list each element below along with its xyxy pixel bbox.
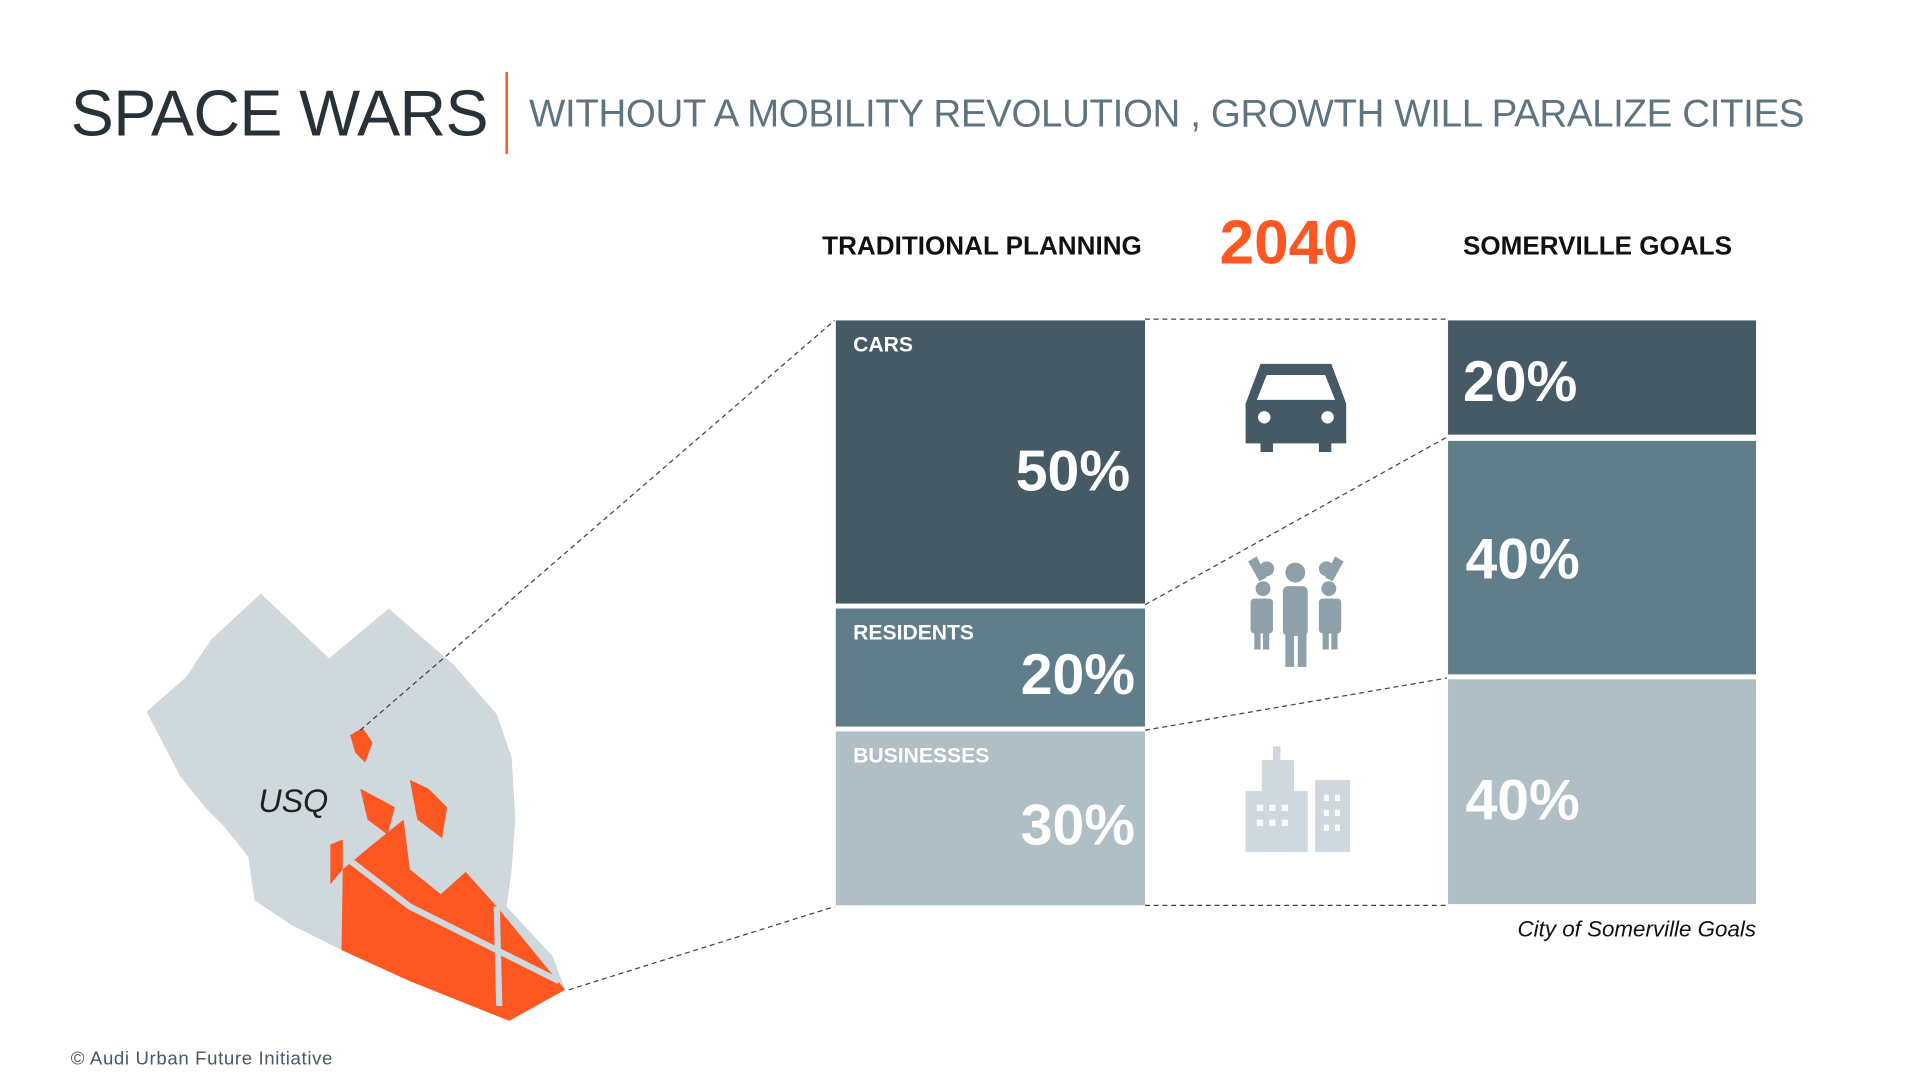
buildings-icon xyxy=(1245,746,1350,852)
somerville-businesses-box: 40% xyxy=(1448,679,1757,905)
somerville-cars-percent: 20% xyxy=(1462,348,1578,414)
connector-lines xyxy=(359,318,1448,991)
businesses-label: BUSINESSES xyxy=(853,743,990,768)
residents-label: RESIDENTS xyxy=(853,620,975,645)
somerville-cars-box: 20% xyxy=(1448,320,1757,435)
businesses-percent: 30% xyxy=(1020,792,1136,857)
residents-percent: 20% xyxy=(1020,642,1136,707)
title-divider xyxy=(505,72,508,154)
somerville-map xyxy=(146,593,566,1021)
page-title: SPACE WARS xyxy=(70,78,489,151)
traditional-planning-heading: TRADITIONAL PLANNING xyxy=(822,232,1142,261)
cars-label: CARS xyxy=(853,332,914,357)
cars-percent: 50% xyxy=(1015,438,1131,503)
traditional-cars-box: CARS 50% xyxy=(835,320,1146,604)
year-heading: 2040 xyxy=(1219,207,1358,277)
people-icon xyxy=(1248,556,1344,667)
somerville-residents-percent: 40% xyxy=(1465,526,1580,592)
source-note: City of Somerville Goals xyxy=(1517,916,1757,942)
page-subtitle: WITHOUT A MOBILITY REVOLUTION , GROWTH W… xyxy=(529,91,1805,136)
somerville-goals-heading: SOMERVILLE GOALS xyxy=(1462,232,1733,261)
car-icon xyxy=(1245,363,1347,453)
copyright: © Audi Urban Future Initiative xyxy=(70,1048,334,1070)
somerville-businesses-percent: 40% xyxy=(1465,767,1580,833)
map-label-usq: USQ xyxy=(258,783,328,819)
traditional-businesses-box: BUSINESSES 30% xyxy=(835,731,1146,906)
traditional-residents-box: RESIDENTS 20% xyxy=(835,608,1146,727)
somerville-residents-box: 40% xyxy=(1448,440,1757,675)
